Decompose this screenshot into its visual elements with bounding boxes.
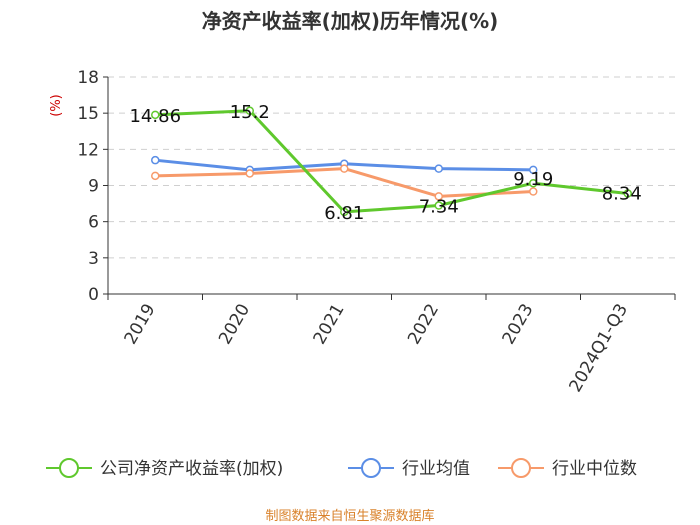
data-label: 8.34 (602, 183, 642, 204)
data-point (245, 169, 254, 178)
legend-label: 行业中位数 (552, 459, 637, 479)
data-point (434, 192, 443, 201)
legend-label: 行业均值 (402, 459, 470, 479)
data-point (340, 164, 349, 173)
x-tick-labels: 2019 2020 2021 2022 2023 2024Q1-Q3 (121, 301, 632, 396)
data-point (151, 155, 160, 165)
y-tick-label: 12 (77, 140, 99, 160)
axes (107, 77, 676, 300)
data-label: 15.2 (230, 102, 270, 123)
y-tick-label: 6 (88, 213, 99, 233)
y-tick-label: 15 (77, 104, 99, 124)
data-label: 7.34 (419, 197, 459, 218)
legend-marker (511, 458, 531, 478)
y-tick-label: 18 (77, 68, 99, 88)
series-group (151, 106, 632, 217)
grid-lines (103, 76, 675, 295)
legend-marker (361, 458, 381, 478)
y-tick-label: 0 (88, 285, 99, 305)
data-labels: 14.86 15.2 6.81 7.34 9.19 8.34 (129, 102, 641, 224)
data-point (151, 171, 160, 181)
y-tick-label: 9 (88, 177, 99, 197)
x-tick-label: 2020 (215, 301, 254, 348)
data-point (434, 164, 443, 173)
x-tick-label: 2022 (404, 301, 443, 348)
data-point (529, 165, 538, 175)
x-tick-label: 2024Q1-Q3 (566, 301, 633, 396)
data-label: 9.19 (513, 169, 553, 190)
data-point (623, 189, 632, 198)
chart-title: 净资产收益率(加权)历年情况(%) (202, 9, 499, 33)
y-unit-label: (%) (49, 94, 64, 117)
data-point (151, 110, 160, 120)
data-point (245, 106, 254, 116)
legend-label: 公司净资产收益率(加权) (100, 459, 283, 479)
x-tick-label: 2021 (310, 301, 349, 348)
data-point (529, 178, 538, 188)
y-tick-label: 3 (88, 249, 99, 269)
data-label: 6.81 (324, 203, 364, 224)
data-point (340, 207, 349, 217)
data-point (434, 201, 443, 210)
data-label: 14.86 (129, 106, 181, 127)
source-note: 制图数据来自恒生聚源数据库 (265, 508, 434, 524)
legend-marker (59, 458, 79, 478)
series-line (155, 109, 628, 214)
x-tick-label: 2019 (121, 301, 160, 348)
x-tick-label: 2023 (499, 301, 538, 348)
data-point (529, 187, 538, 196)
y-tick-labels: 0 3 6 9 12 15 18 (77, 68, 99, 305)
legend: 公司净资产收益率(加权) 行业均值 行业中位数 (46, 458, 637, 479)
